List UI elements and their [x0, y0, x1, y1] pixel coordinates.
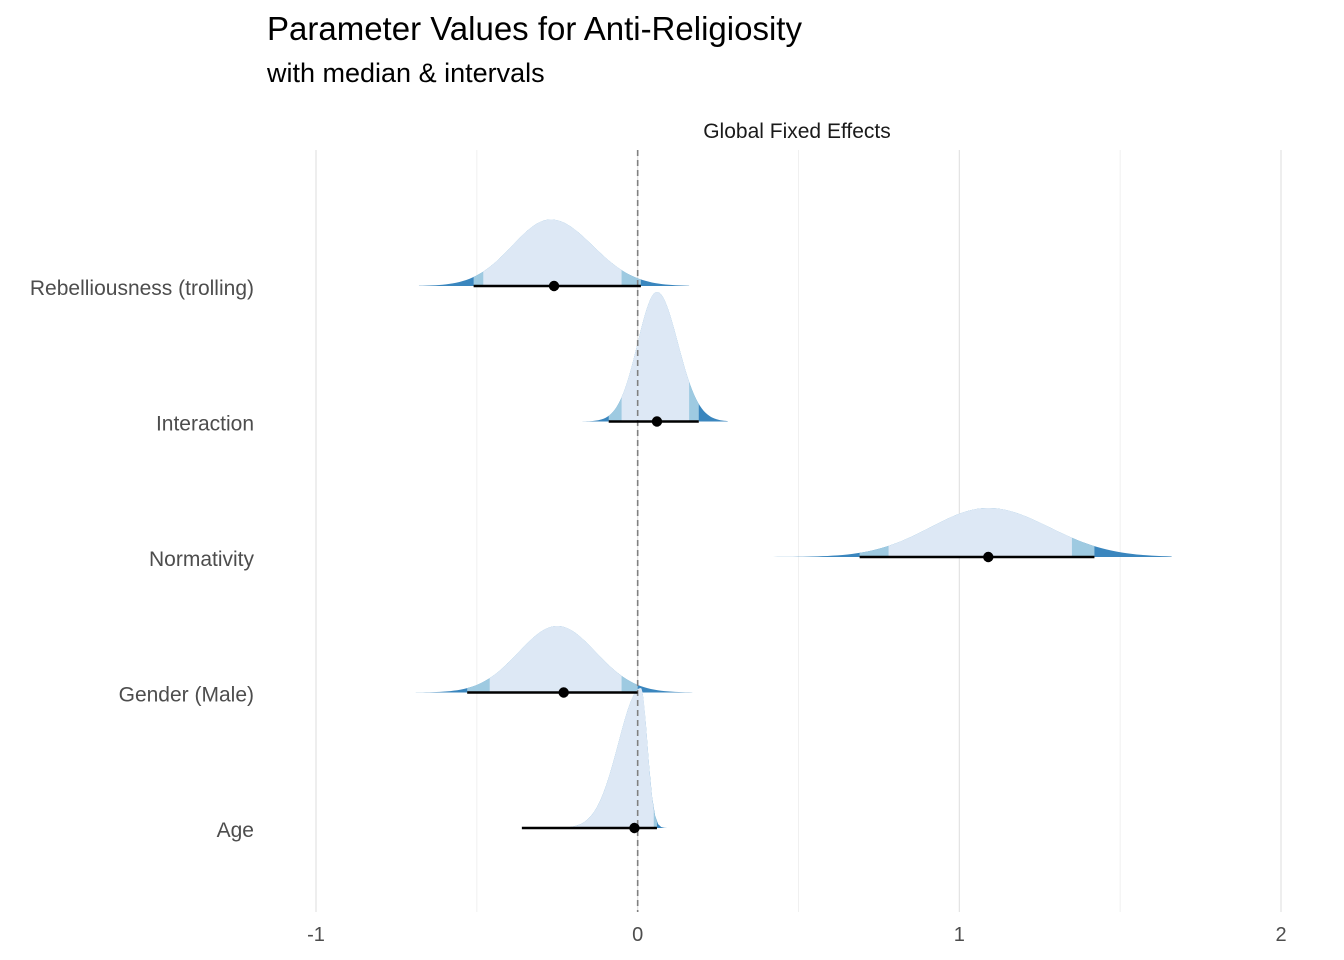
y-tick-label: Interaction: [156, 413, 254, 436]
median-point: [548, 280, 560, 292]
x-tick-label: 1: [954, 924, 965, 946]
median-point: [629, 822, 640, 834]
grid-lines: [315, 150, 1282, 912]
distributions: [415, 219, 1172, 828]
y-tick-label: Normativity: [149, 548, 255, 571]
y-axis-ticks: Rebelliousness (trolling) Interaction Norm…: [30, 277, 255, 842]
median-point: [983, 551, 994, 563]
chart-subtitle: with median & intervals: [267, 58, 545, 88]
y-tick-label: Rebelliousness (trolling): [30, 277, 254, 300]
density-inner: [888, 508, 1072, 557]
chart-title: Parameter Values for Anti-Religiosity: [267, 10, 802, 47]
density-inner: [621, 292, 690, 422]
intervals: [467, 280, 1095, 834]
facet-strip-label: Global Fixed Effects: [703, 120, 891, 143]
density-inner: [554, 688, 654, 828]
median-point: [558, 687, 569, 698]
y-tick-label: Gender (Male): [119, 684, 254, 707]
x-tick-label: 2: [1275, 924, 1286, 946]
x-tick-label: -1: [307, 924, 325, 946]
x-axis-ticks: -1 0 1 2: [307, 924, 1286, 946]
density-inner: [483, 219, 622, 286]
y-tick-label: Age: [217, 819, 254, 842]
median-point: [651, 416, 663, 427]
density-inner: [489, 626, 622, 693]
x-tick-label: 0: [632, 924, 643, 946]
